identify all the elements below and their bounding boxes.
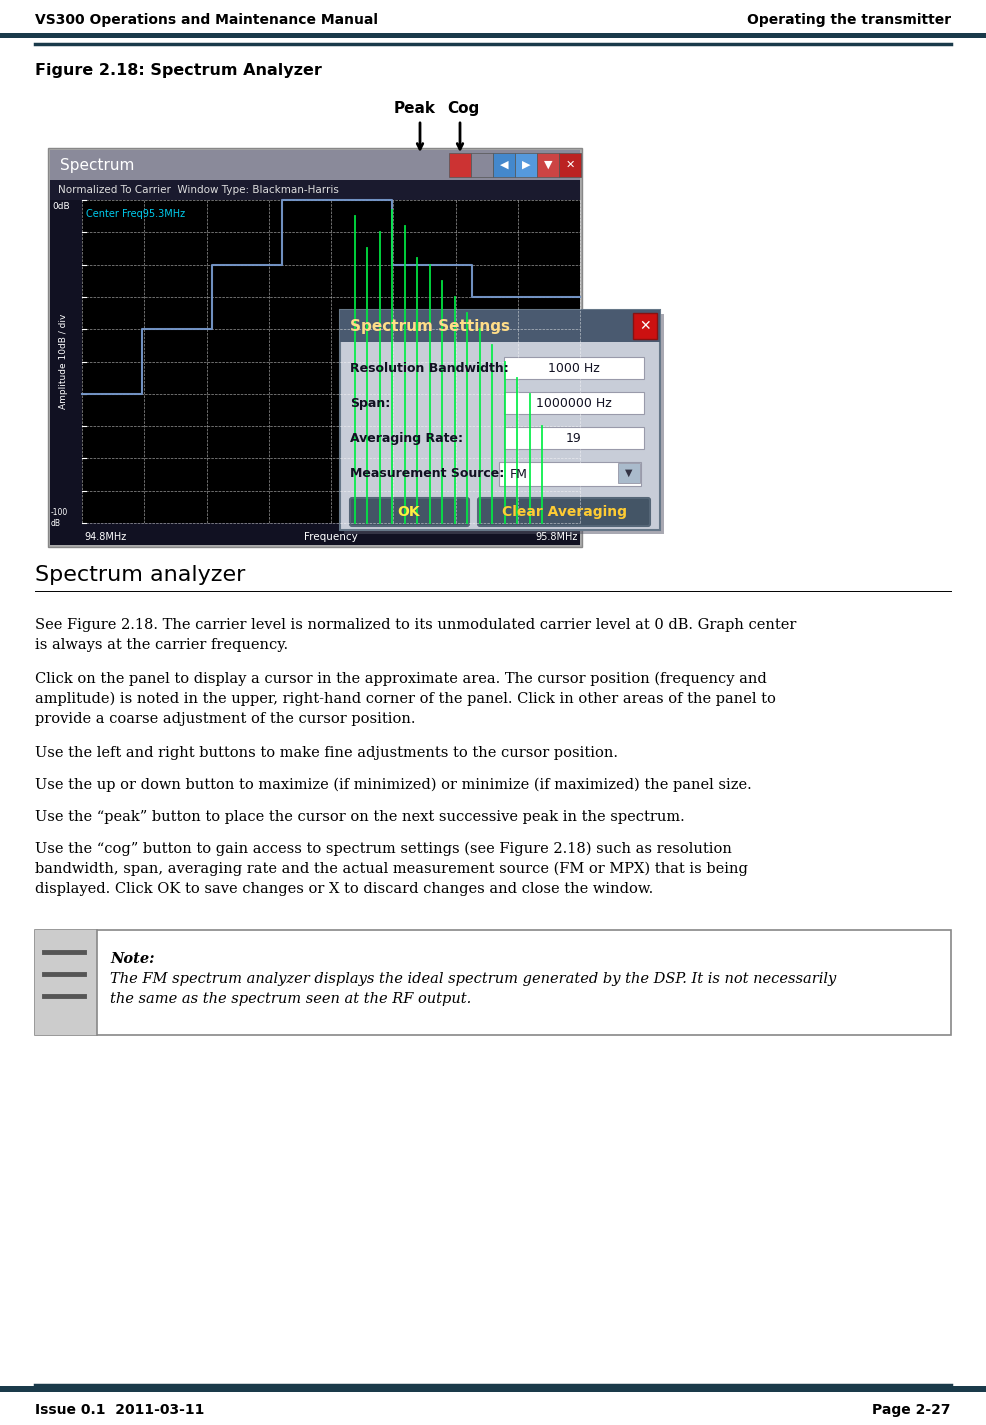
Text: Spectrum analyzer: Spectrum analyzer bbox=[35, 564, 246, 586]
Text: 94.8MHz: 94.8MHz bbox=[84, 532, 126, 542]
FancyBboxPatch shape bbox=[48, 148, 582, 547]
FancyBboxPatch shape bbox=[35, 931, 97, 1035]
Text: 19: 19 bbox=[566, 432, 582, 445]
Text: FM: FM bbox=[510, 467, 528, 480]
Text: ✕: ✕ bbox=[639, 319, 651, 333]
Text: displayed. Click OK to save changes or X to discard changes and close the window: displayed. Click OK to save changes or X… bbox=[35, 882, 654, 896]
Text: 0dB: 0dB bbox=[52, 201, 70, 211]
Text: Center Freq95.3MHz: Center Freq95.3MHz bbox=[86, 209, 185, 219]
Text: Spectrum: Spectrum bbox=[60, 158, 134, 172]
FancyBboxPatch shape bbox=[0, 33, 986, 38]
FancyBboxPatch shape bbox=[449, 152, 471, 177]
Text: Use the “peak” button to place the cursor on the next successive peak in the spe: Use the “peak” button to place the curso… bbox=[35, 809, 684, 824]
Text: Cog: Cog bbox=[447, 101, 479, 115]
Text: VS300 Operations and Maintenance Manual: VS300 Operations and Maintenance Manual bbox=[35, 13, 378, 27]
FancyBboxPatch shape bbox=[537, 152, 559, 177]
Text: Click on the panel to display a cursor in the approximate area. The cursor posit: Click on the panel to display a cursor i… bbox=[35, 673, 767, 687]
FancyBboxPatch shape bbox=[504, 392, 644, 415]
Text: OK: OK bbox=[397, 504, 420, 519]
FancyBboxPatch shape bbox=[350, 497, 469, 526]
FancyBboxPatch shape bbox=[82, 200, 580, 523]
Text: Operating the transmitter: Operating the transmitter bbox=[746, 13, 951, 27]
FancyBboxPatch shape bbox=[340, 311, 660, 342]
Text: the same as the spectrum seen at the RF output.: the same as the spectrum seen at the RF … bbox=[110, 992, 471, 1006]
FancyBboxPatch shape bbox=[618, 463, 640, 483]
Text: Peak: Peak bbox=[394, 101, 436, 115]
FancyBboxPatch shape bbox=[0, 1387, 986, 1392]
Text: Issue 0.1  2011-03-11: Issue 0.1 2011-03-11 bbox=[35, 1404, 204, 1416]
FancyBboxPatch shape bbox=[50, 150, 580, 180]
Text: ✕: ✕ bbox=[565, 160, 575, 170]
FancyBboxPatch shape bbox=[515, 152, 537, 177]
Text: ▶: ▶ bbox=[522, 160, 530, 170]
Text: Use the “cog” button to gain access to spectrum settings (see Figure 2.18) such : Use the “cog” button to gain access to s… bbox=[35, 842, 732, 856]
Text: Figure 2.18: Spectrum Analyzer: Figure 2.18: Spectrum Analyzer bbox=[35, 63, 321, 77]
FancyBboxPatch shape bbox=[50, 523, 580, 544]
Text: ▼: ▼ bbox=[625, 467, 633, 477]
FancyBboxPatch shape bbox=[504, 428, 644, 449]
FancyBboxPatch shape bbox=[50, 180, 580, 200]
Text: Note:: Note: bbox=[110, 952, 155, 966]
FancyBboxPatch shape bbox=[50, 200, 82, 523]
Text: Span:: Span: bbox=[350, 396, 390, 409]
Text: Use the left and right buttons to make fine adjustments to the cursor position.: Use the left and right buttons to make f… bbox=[35, 747, 618, 760]
FancyBboxPatch shape bbox=[340, 311, 660, 530]
FancyBboxPatch shape bbox=[35, 931, 951, 1035]
FancyBboxPatch shape bbox=[493, 152, 515, 177]
Text: Use the up or down button to maximize (if minimized) or minimize (if maximized) : Use the up or down button to maximize (i… bbox=[35, 778, 751, 792]
Text: Frequency: Frequency bbox=[304, 532, 358, 542]
FancyBboxPatch shape bbox=[478, 497, 650, 526]
Text: provide a coarse adjustment of the cursor position.: provide a coarse adjustment of the curso… bbox=[35, 712, 415, 725]
FancyBboxPatch shape bbox=[471, 152, 493, 177]
FancyBboxPatch shape bbox=[499, 462, 641, 486]
FancyBboxPatch shape bbox=[633, 314, 657, 339]
Text: Page 2-27: Page 2-27 bbox=[873, 1404, 951, 1416]
Text: 1000000 Hz: 1000000 Hz bbox=[536, 396, 612, 409]
Text: Amplitude 10dB / div: Amplitude 10dB / div bbox=[59, 314, 68, 409]
Text: ▼: ▼ bbox=[543, 160, 552, 170]
Text: Clear Averaging: Clear Averaging bbox=[502, 504, 626, 519]
Text: amplitude) is noted in the upper, right-hand corner of the panel. Click in other: amplitude) is noted in the upper, right-… bbox=[35, 693, 776, 707]
Text: Spectrum Settings: Spectrum Settings bbox=[350, 319, 510, 333]
Text: Resolution Bandwidth:: Resolution Bandwidth: bbox=[350, 362, 509, 375]
Text: Averaging Rate:: Averaging Rate: bbox=[350, 432, 463, 445]
FancyBboxPatch shape bbox=[504, 358, 644, 379]
FancyBboxPatch shape bbox=[344, 314, 664, 534]
Text: 1000 Hz: 1000 Hz bbox=[548, 362, 599, 375]
Text: See Figure 2.18. The carrier level is normalized to its unmodulated carrier leve: See Figure 2.18. The carrier level is no… bbox=[35, 618, 797, 633]
Text: Measurement Source:: Measurement Source: bbox=[350, 466, 504, 479]
Text: bandwidth, span, averaging rate and the actual measurement source (FM or MPX) th: bandwidth, span, averaging rate and the … bbox=[35, 862, 747, 876]
Text: The FM spectrum analyzer displays the ideal spectrum generated by the DSP. It is: The FM spectrum analyzer displays the id… bbox=[110, 972, 836, 986]
Text: is always at the carrier frequency.: is always at the carrier frequency. bbox=[35, 638, 288, 653]
FancyBboxPatch shape bbox=[559, 152, 581, 177]
Text: 95.8MHz: 95.8MHz bbox=[535, 532, 578, 542]
Text: -100
dB: -100 dB bbox=[51, 509, 68, 527]
Text: ◀: ◀ bbox=[500, 160, 508, 170]
Text: Normalized To Carrier  Window Type: Blackman-Harris: Normalized To Carrier Window Type: Black… bbox=[58, 185, 339, 195]
